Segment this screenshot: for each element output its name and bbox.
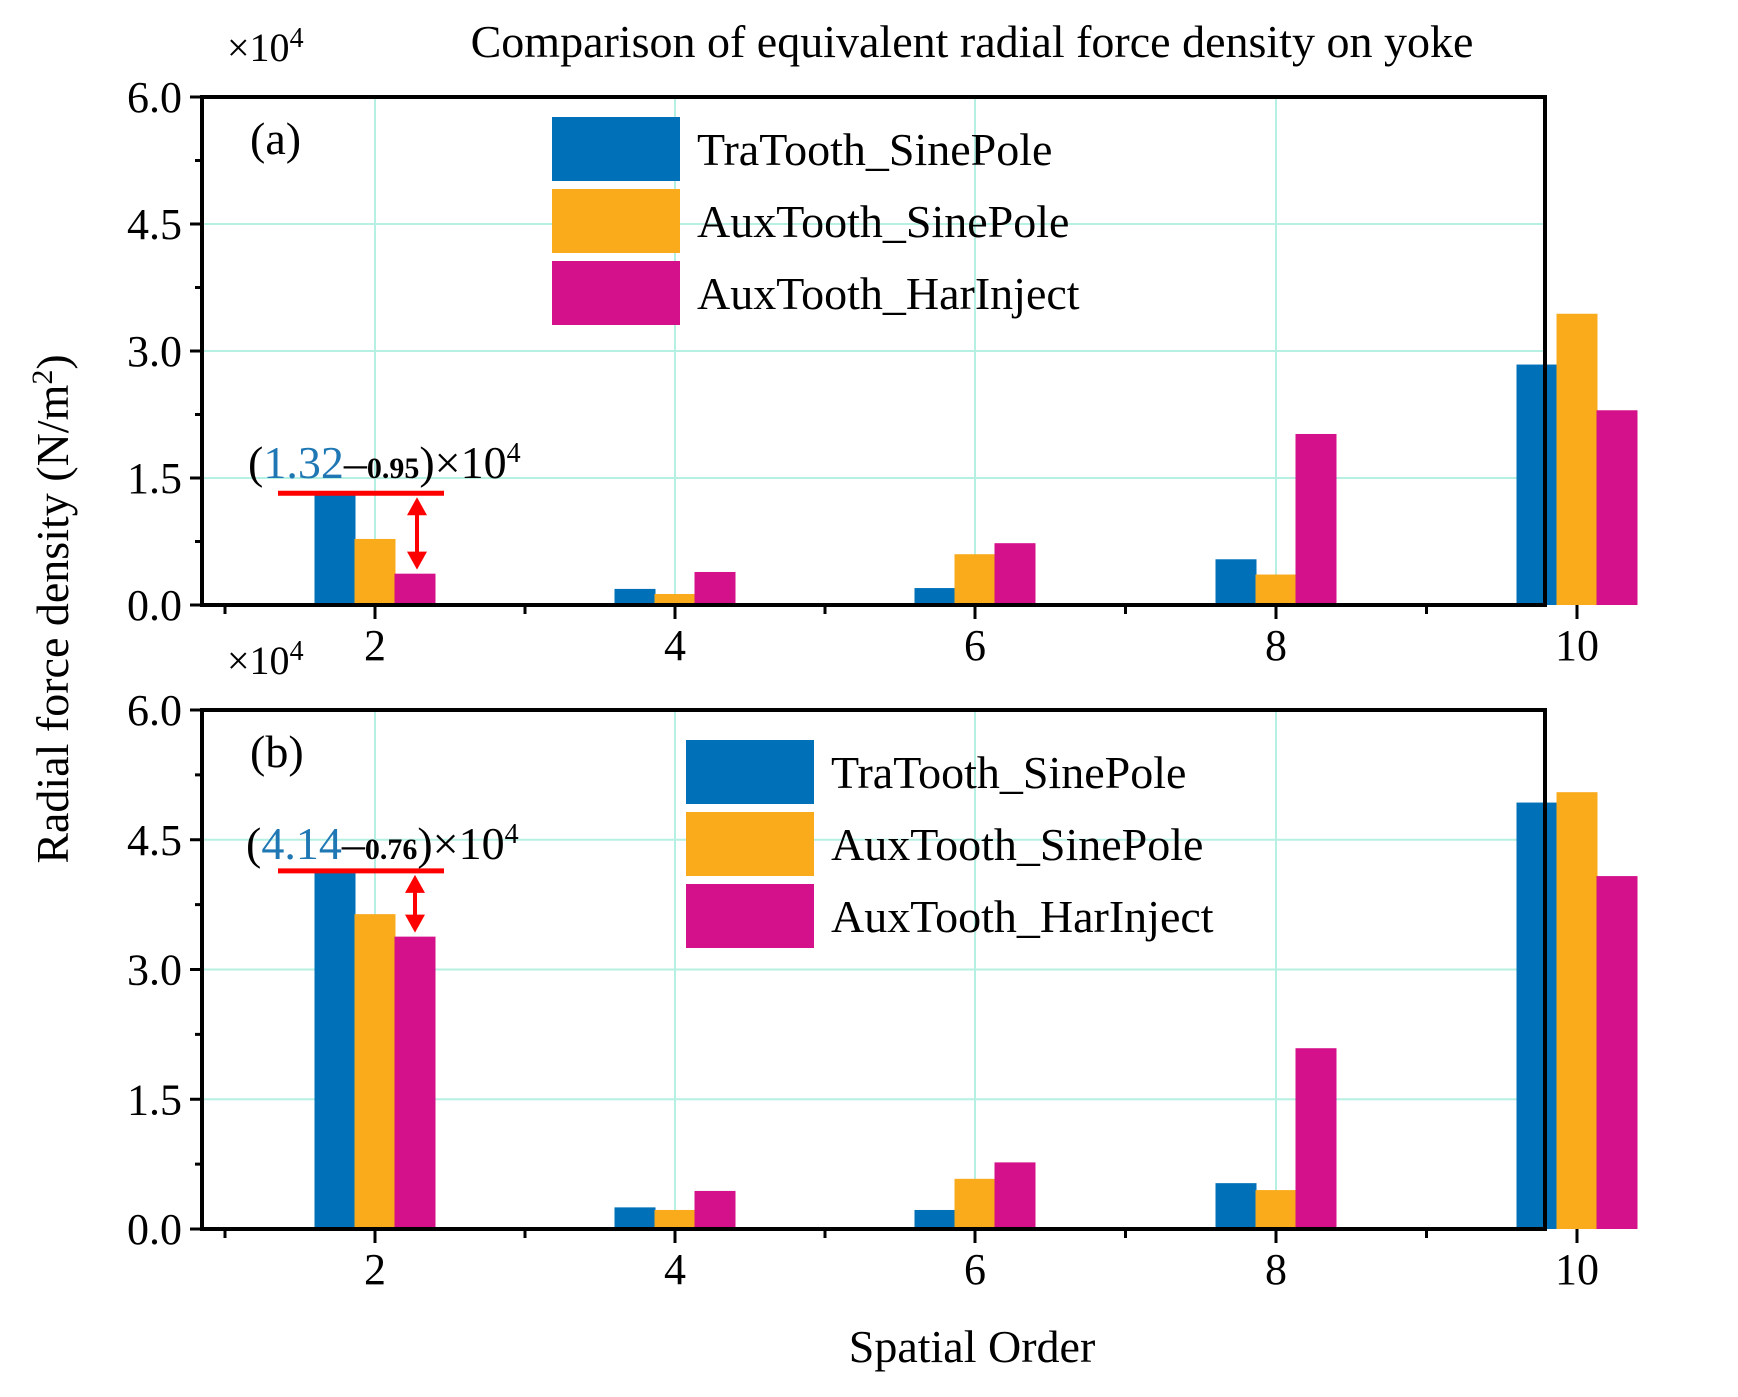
x-tick-label: 8 [1265, 621, 1287, 670]
x-tick-label: 4 [664, 1245, 686, 1294]
bar-tratooth-sinepole [1516, 802, 1558, 1229]
bar-tratooth-sinepole [914, 1209, 956, 1229]
bar-auxtooth-harinject [694, 1190, 736, 1229]
panel-b: 0.01.53.04.56.02 4 6 8 10×104(b) TraTooth_Sin… [127, 636, 1638, 1294]
bar-auxtooth-sinepole [654, 1209, 696, 1229]
legend-swatch [686, 740, 814, 804]
annotation-open: ( [246, 818, 261, 869]
y-axis-title: Radial force density (N/m2) [26, 354, 78, 863]
panel-label: (b) [250, 726, 304, 777]
bar-auxtooth-harinject [994, 1162, 1036, 1229]
y-tick-label: 4.5 [127, 200, 182, 249]
bar-auxtooth-sinepole [1556, 313, 1598, 605]
annotation-high-value: 4.14 [261, 818, 342, 869]
annotation-minus: – [343, 437, 368, 488]
annotation-low-value: 0.76 [365, 833, 418, 866]
bar-tratooth-sinepole [1215, 559, 1257, 605]
bar-auxtooth-harinject [1295, 1048, 1337, 1229]
x-tick-label: 10 [1555, 621, 1599, 670]
y-axis-multiplier-exp: 4 [290, 636, 304, 667]
y-axis-multiplier-exp: 4 [290, 23, 304, 54]
annotation-arrowhead-up [407, 497, 427, 516]
bar-auxtooth-sinepole [354, 914, 396, 1229]
annotation-exp: 4 [507, 438, 521, 469]
legend-label: AuxTooth_SinePole [697, 196, 1069, 247]
bar-tratooth-sinepole [314, 870, 356, 1229]
bar-auxtooth-sinepole [954, 1178, 996, 1229]
panels: 0.01.53.04.56.02 4 6 8 10×104(a) TraTooth_Sin… [127, 23, 1638, 1294]
y-tick-label: 0.0 [127, 581, 182, 630]
annotation-minus: – [341, 818, 366, 869]
legend-label: AuxTooth_HarInject [697, 268, 1080, 319]
y-tick-label: 3.0 [127, 327, 182, 376]
annotation-arrowhead-up [405, 874, 425, 893]
annotation-arrowhead-down [405, 914, 425, 933]
legend-label: TraTooth_SinePole [697, 124, 1052, 175]
legend-label: AuxTooth_SinePole [831, 819, 1203, 870]
y-tick-label: 3.0 [127, 946, 182, 995]
legend-swatch [552, 189, 680, 253]
y-tick-label: 4.5 [127, 816, 182, 865]
x-tick-label: 4 [664, 621, 686, 670]
y-axis-multiplier: ×104 [227, 636, 304, 683]
bar-auxtooth-harinject [394, 936, 436, 1229]
bar-auxtooth-harinject [694, 571, 736, 605]
bar-auxtooth-harinject [394, 573, 436, 605]
bar-auxtooth-sinepole [1255, 574, 1297, 605]
annotation-close: )×10 [417, 818, 504, 869]
y-tick-label: 1.5 [127, 1075, 182, 1124]
bar-auxtooth-sinepole [654, 593, 696, 605]
bar-auxtooth-sinepole [1556, 792, 1598, 1229]
annotation-close: )×10 [419, 437, 506, 488]
bar-tratooth-sinepole [1516, 364, 1558, 605]
legend-swatch [686, 812, 814, 876]
bar-tratooth-sinepole [914, 588, 956, 605]
bar-tratooth-sinepole [1215, 1183, 1257, 1229]
y-axis-title-superscript: 2 [26, 370, 59, 385]
x-tick-label: 6 [964, 1245, 986, 1294]
annotation-label: (4.14–0.76)×104 [246, 818, 519, 869]
x-tick-label: 8 [1265, 1245, 1287, 1294]
bar-tratooth-sinepole [314, 493, 356, 605]
bar-auxtooth-harinject [1295, 433, 1337, 605]
y-axis-multiplier: ×104 [227, 23, 304, 70]
y-tick-label: 1.5 [127, 454, 182, 503]
legend-swatch [552, 261, 680, 325]
y-tick-label: 6.0 [127, 73, 182, 122]
annotation-arrowhead-down [407, 551, 427, 570]
legend-label: TraTooth_SinePole [831, 747, 1186, 798]
y-axis-multiplier-base: ×10 [227, 638, 290, 683]
legend-label: AuxTooth_HarInject [831, 891, 1214, 942]
panel-label: (a) [250, 113, 301, 164]
bar-auxtooth-harinject [1596, 876, 1638, 1229]
annotation-low-value: 0.95 [367, 452, 420, 485]
legend-swatch [686, 884, 814, 948]
bar-tratooth-sinepole [614, 1207, 656, 1229]
annotation-label: (1.32–0.95)×104 [248, 437, 521, 488]
y-tick-label: 6.0 [127, 686, 182, 735]
chart-title: Comparison of equivalent radial force de… [471, 16, 1474, 67]
legend-swatch [552, 117, 680, 181]
bar-auxtooth-sinepole [954, 554, 996, 605]
x-tick-label: 6 [964, 621, 986, 670]
y-axis-title-close: ) [27, 354, 78, 369]
x-tick-label: 10 [1555, 1245, 1599, 1294]
annotation-exp: 4 [505, 819, 519, 850]
bar-auxtooth-harinject [1596, 410, 1638, 605]
bar-auxtooth-harinject [994, 543, 1036, 605]
bar-tratooth-sinepole [614, 588, 656, 605]
annotation-open: ( [248, 437, 263, 488]
panel-a: 0.01.53.04.56.02 4 6 8 10×104(a) TraTooth_Sin… [127, 23, 1638, 670]
y-axis-title-text: Radial force density (N/m [27, 384, 78, 863]
bar-auxtooth-sinepole [354, 538, 396, 605]
bar-auxtooth-sinepole [1255, 1190, 1297, 1229]
y-tick-label: 0.0 [127, 1205, 182, 1254]
x-tick-label: 2 [364, 621, 386, 670]
y-axis-multiplier-base: ×10 [227, 25, 290, 70]
x-axis-title: Spatial Order [849, 1321, 1096, 1372]
x-tick-label: 2 [364, 1245, 386, 1294]
annotation-high-value: 1.32 [263, 437, 344, 488]
